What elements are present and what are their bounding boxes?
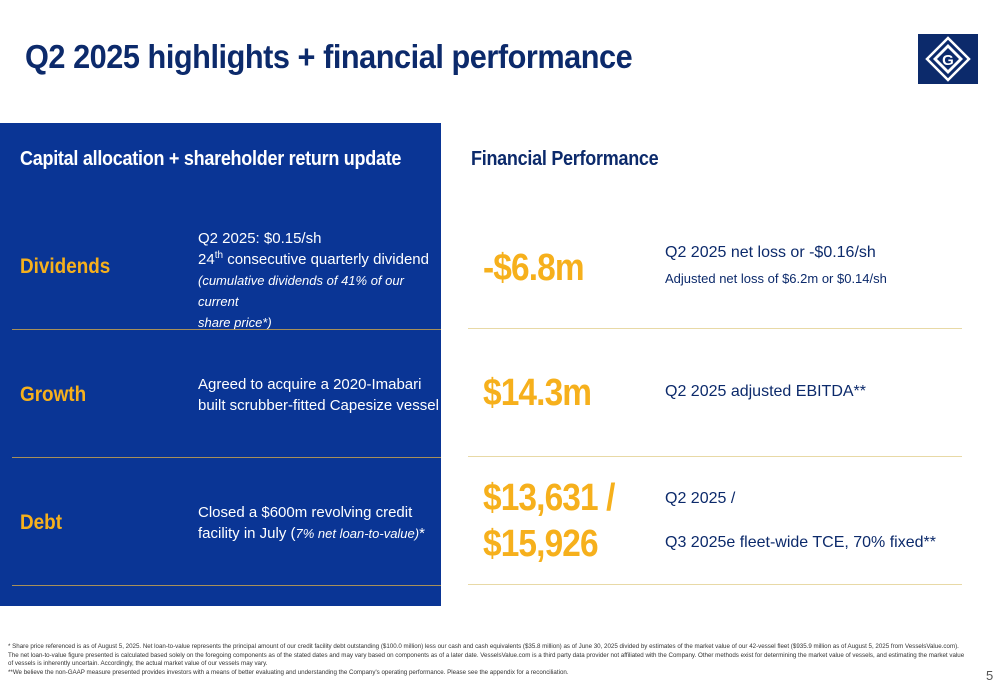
right-divider-2 [468, 456, 962, 457]
dividends-note-1: (cumulative dividends of 41% of our curr… [198, 273, 404, 309]
tce-text-line-1: Q2 2025 / [665, 490, 736, 507]
growth-line-2: built scrubber-fitted Capesize vessel [198, 397, 439, 414]
dividends-label: Dividends [20, 255, 111, 278]
net-loss-text: Q2 2025 net loss or -$0.16/sh [665, 244, 876, 261]
adjusted-ebitda-value: $14.3m [483, 372, 592, 414]
dividends-ordinal-suffix: th [214, 250, 224, 261]
debt-line-1: Closed a $600m revolving credit [198, 504, 413, 521]
growth-line-1: Agreed to acquire a 2020-Imabari [198, 376, 422, 393]
debt-line-2: facility in July (7% net loan-to-value)* [198, 523, 438, 544]
left-divider-1 [12, 329, 441, 330]
adjusted-net-loss-text: Adjusted net loss of $6.2m or $0.14/sh [665, 271, 887, 286]
right-divider-3 [468, 584, 962, 585]
dividends-note-2: share price*) [198, 315, 272, 330]
capital-allocation-heading: Capital allocation + shareholder return … [20, 148, 402, 170]
debt-label: Debt [20, 511, 63, 534]
debt-ltv-note: 7% net loan-to-value) [295, 526, 420, 541]
tce-text-line-2: Q3 2025e fleet-wide TCE, 70% fixed** [665, 534, 936, 551]
left-divider-2 [12, 457, 441, 458]
footnote-non-gaap: **We believe the non-GAAP measure presen… [8, 668, 569, 676]
dividends-text: Q2 2025: $0.15/sh 24th consecutive quart… [198, 228, 438, 333]
adjusted-ebitda-text: Q2 2025 adjusted EBITDA** [665, 383, 867, 400]
dividends-line-2-rest: consecutive quarterly dividend [223, 251, 429, 268]
company-logo-icon: G [918, 34, 978, 84]
debt-footnote-mark: * [419, 525, 425, 542]
tce-value-line-1: $13,631 / [483, 477, 615, 519]
debt-text: Closed a $600m revolving credit facility… [198, 502, 438, 544]
dividends-line-1: Q2 2025: $0.15/sh [198, 230, 322, 247]
growth-label: Growth [20, 383, 87, 406]
growth-text: Agreed to acquire a 2020-Imabari built s… [198, 374, 439, 416]
dividends-line-2: 24th consecutive quarterly dividend [198, 249, 438, 270]
logo-letter: G [942, 52, 954, 69]
page-title: Q2 2025 highlights + financial performan… [25, 38, 633, 75]
right-divider-1 [468, 328, 962, 329]
debt-line-2-pre: facility in July ( [198, 525, 296, 542]
capital-allocation-panel [0, 123, 441, 606]
financial-performance-heading: Financial Performance [471, 148, 659, 170]
left-divider-3 [12, 585, 441, 586]
dividends-count: 24 [198, 251, 215, 268]
footnotes: * Share price referenced is as of August… [8, 643, 968, 677]
net-loss-value: -$6.8m [483, 247, 585, 289]
tce-value-line-2: $15,926 [483, 523, 599, 565]
footnote-share-price: * Share price referenced is as of August… [8, 643, 965, 668]
page-number: 5 [986, 668, 994, 683]
